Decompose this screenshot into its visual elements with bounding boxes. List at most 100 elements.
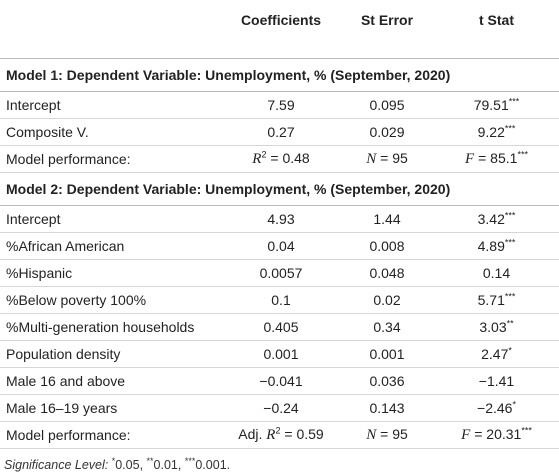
data-row: %African American 0.04 0.008 4.89*** [0,232,559,260]
row-label: Model performance: [0,145,222,173]
coefficient: 0.27 [222,118,340,146]
value: = 0.48 [270,150,310,166]
footnote-value: 0.05, [115,458,144,472]
t-stat: 2.47 [481,346,509,362]
significance: *** [504,237,516,248]
st-error: 0.036 [340,367,434,395]
performance-row: Model performance: R2 = 0.48 N = 95 F = 85.… [0,145,559,173]
t-stat: 3.03 [479,319,507,335]
data-row: Male 16–19 years −0.24 0.143 −2.46* [0,394,559,422]
row-label: Model performance: [0,421,222,449]
significance: * [512,399,516,410]
significance: *** [504,210,516,221]
column-header: t Stat [434,0,559,59]
performance-cell: F = 20.31*** [434,421,559,449]
superscript: 2 [275,425,281,436]
coefficient: −0.041 [222,367,340,395]
data-row: Intercept 7.59 0.095 79.51*** [0,91,559,119]
value: = 95 [380,426,408,442]
row-label: Intercept [0,205,222,233]
significance: *** [504,123,516,134]
performance-cell: N = 95 [340,421,434,449]
coefficient: 0.0057 [222,259,340,287]
column-header: Coefficients [222,0,340,59]
coefficient: 0.001 [222,340,340,368]
section-title: Model 1: Dependent Variable: Unemploymen… [0,58,559,92]
significance: * [508,345,512,356]
prefix: Adj. [238,426,263,442]
t-stat-cell: 79.51*** [434,91,559,119]
row-label: Intercept [0,91,222,119]
t-stat: 3.42 [477,211,505,227]
data-row: Population density 0.001 0.001 2.47* [0,340,559,368]
data-row: %Below poverty 100% 0.1 0.02 5.71*** [0,286,559,314]
math-symbol: F [465,151,475,167]
section-row: Model 1: Dependent Variable: Unemploymen… [0,58,559,92]
section-row: Model 2: Dependent Variable: Unemploymen… [0,172,559,206]
st-error: 1.44 [340,205,434,233]
significance: ** [506,318,514,329]
st-error: 0.048 [340,259,434,287]
coefficient: 0.405 [222,313,340,341]
st-error: 0.001 [340,340,434,368]
t-stat: −1.41 [478,373,515,389]
t-stat-cell: 3.03** [434,313,559,341]
st-error: 0.02 [340,286,434,314]
data-row: %Multi-generation households 0.405 0.34 3.0… [0,313,559,341]
t-stat-cell: −1.41 [434,367,559,395]
row-label: %Multi-generation households [0,313,222,341]
significance: *** [508,96,520,107]
row-label: Male 16–19 years [0,394,222,422]
t-stat-cell: 0.14 [434,259,559,287]
coefficient: 0.1 [222,286,340,314]
column-header: St Error [340,0,434,59]
math-symbol: R [252,151,262,167]
data-row: Intercept 4.93 1.44 3.42*** [0,205,559,233]
t-stat-cell: 2.47* [434,340,559,368]
data-row: Male 16 and above −0.041 0.036 −1.41 [0,367,559,395]
section-title: Model 2: Dependent Variable: Unemploymen… [0,172,559,206]
performance-cell: N = 95 [340,145,434,173]
performance-cell: F = 85.1*** [434,145,559,173]
t-stat-cell: −2.46* [434,394,559,422]
row-label: %Hispanic [0,259,222,287]
math-symbol: F [461,427,471,443]
t-stat: −2.46 [477,400,513,416]
st-error: 0.095 [340,91,434,119]
significance: *** [521,425,532,436]
footnote-stars: *** [184,455,196,466]
row-label: Male 16 and above [0,367,222,395]
superscript: 2 [261,149,267,160]
data-row: Composite V. 0.27 0.029 9.22*** [0,118,559,146]
footnote-value: 0.01, [153,458,182,472]
st-error: 0.34 [340,313,434,341]
regression-table: Coefficients St Error t Stat Model 1: Depe… [0,0,559,449]
footnote-stars: * [111,455,116,466]
row-label: %Below poverty 100% [0,286,222,314]
footnote: Significance Level: *0.05, **0.01, ***0.… [4,455,559,472]
value: = 0.59 [284,426,324,442]
st-error: 0.008 [340,232,434,260]
row-label: Population density [0,340,222,368]
value: = 95 [380,150,408,166]
value: = 20.31 [474,426,522,442]
footnote-value: 0.001. [195,458,231,472]
coefficient: 4.93 [222,205,340,233]
t-stat-cell: 3.42*** [434,205,559,233]
t-stat: 9.22 [477,124,505,140]
row-label: %African American [0,232,222,260]
t-stat-cell: 5.71*** [434,286,559,314]
t-stat: 5.71 [477,292,505,308]
value: = 85.1 [478,150,518,166]
performance-cell: R2 = 0.48 [222,145,340,173]
significance: *** [504,291,516,302]
performance-cell: Adj. R2 = 0.59 [222,421,340,449]
coefficient: −0.24 [222,394,340,422]
significance: *** [517,149,528,160]
math-symbol: R [266,427,276,443]
t-stat: 4.89 [477,238,505,254]
row-label: Composite V. [0,118,222,146]
coefficient: 0.04 [222,232,340,260]
header-cell [0,0,222,59]
